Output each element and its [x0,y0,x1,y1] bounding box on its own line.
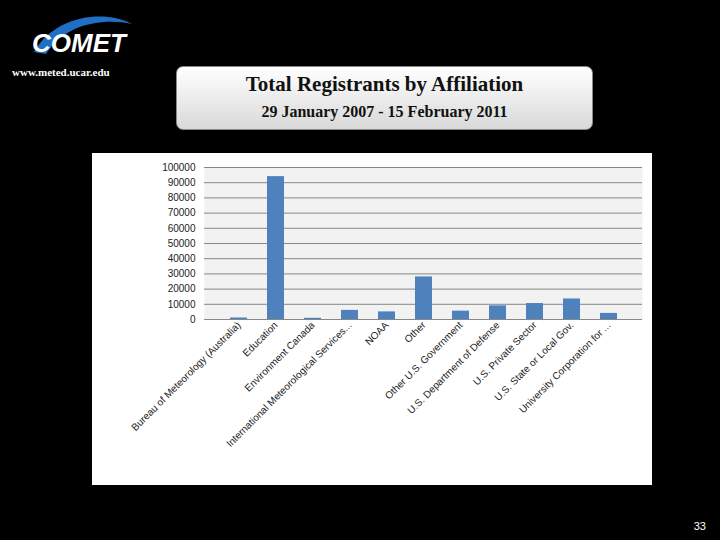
html-text:29 January 2007 - 15 February: 29 January 2007 - 15 February 2011 [261,103,508,120]
svg-text:Education: Education [240,319,279,358]
svg-text:30000: 30000 [168,268,196,279]
html-text:Total Registrants by Affiliati: Total Registrants by Affiliation [245,72,524,96]
svg-text:40000: 40000 [168,253,196,264]
svg-text:80000: 80000 [168,192,196,203]
svg-text:90000: 90000 [168,177,196,188]
svg-text:University Corporation for ...: University Corporation for ... [517,319,613,415]
svg-text:International Meteorological S: International Meteorological Services... [224,319,354,449]
svg-text:U.S. Private Sector: U.S. Private Sector [471,319,539,387]
svg-text:70000: 70000 [168,207,196,218]
svg-text:50000: 50000 [168,238,196,249]
svg-text:COMET: COMET [32,28,128,58]
svg-text:Other U.S. Government: Other U.S. Government [382,319,465,402]
svg-text:NOAA: NOAA [363,319,391,347]
svg-text:20000: 20000 [168,283,196,294]
svg-text:10000: 10000 [168,299,196,310]
svg-text:Environment Canada: Environment Canada [242,319,317,394]
svg-text:100000: 100000 [162,162,196,173]
svg-text:0: 0 [190,314,196,325]
svg-text:U.S. Department of Defense: U.S. Department of Defense [405,319,502,416]
svg-text:Other: Other [402,319,428,345]
html-text:33: 33 [693,520,706,532]
html-text:www.meted.ucar.edu: www.meted.ucar.edu [12,66,110,78]
svg-text:60000: 60000 [168,223,196,234]
svg-text:Bureau of Meteorology (Austral: Bureau of Meteorology (Australia) [129,319,243,433]
svg-text:U.S. State or Local Gov.: U.S. State or Local Gov. [492,319,576,403]
